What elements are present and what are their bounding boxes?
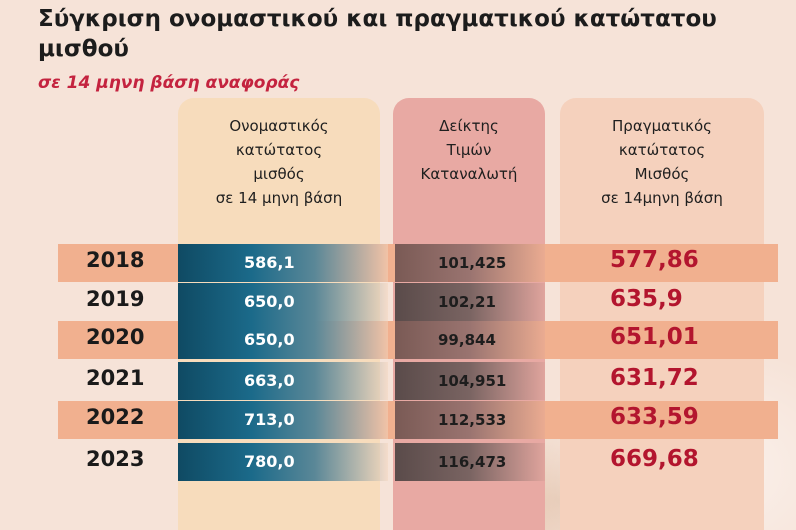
- nominal-wage-value: 663,0: [244, 371, 295, 390]
- year-label: 2018: [86, 248, 145, 272]
- cpi-cell: 99,844: [395, 321, 545, 359]
- cpi-cell: 102,21: [395, 283, 545, 321]
- nominal-wage-value: 650,0: [244, 292, 295, 311]
- cpi-value: 112,533: [438, 411, 507, 429]
- cpi-cell: 104,951: [395, 362, 545, 400]
- cpi-value: 101,425: [438, 254, 507, 272]
- nominal-wage-value: 586,1: [244, 253, 295, 272]
- cpi-cell: 101,425: [395, 244, 545, 282]
- nominal-wage-cell: 650,0: [178, 321, 388, 359]
- table-row: 2019 650,0 102,21 635,9: [58, 283, 778, 321]
- header-consumer-price-index: Δείκτης Τιμών Καταναλωτή: [420, 117, 518, 183]
- nominal-wage-cell: 780,0: [178, 443, 388, 481]
- real-column-background: [560, 98, 764, 530]
- header-real-wage: Πραγματικός κατώτατος Μισθός σε 14μηνη β…: [601, 117, 723, 207]
- real-wage-value: 635,9: [610, 286, 683, 312]
- nominal-wage-cell: 650,0: [178, 283, 388, 321]
- year-label: 2023: [86, 447, 145, 471]
- table-row: 2018 586,1 101,425 577,86: [58, 244, 778, 282]
- cpi-cell: 112,533: [395, 401, 545, 439]
- chart-subtitle: σε 14 μηνη βάση αναφοράς: [38, 73, 300, 93]
- cpi-value: 102,21: [438, 293, 496, 311]
- nominal-wage-cell: 663,0: [178, 362, 388, 400]
- table-row: 2022 713,0 112,533 633,59: [58, 401, 778, 439]
- year-label: 2022: [86, 405, 145, 429]
- real-wage-value: 633,59: [610, 404, 699, 430]
- table-row: 2023 780,0 116,473 669,68: [58, 443, 778, 481]
- nominal-wage-cell: 713,0: [178, 401, 388, 439]
- real-wage-value: 669,68: [610, 446, 699, 472]
- cpi-value: 99,844: [438, 331, 496, 349]
- cpi-cell: 116,473: [395, 443, 545, 481]
- nominal-wage-value: 713,0: [244, 410, 295, 429]
- cpi-value: 116,473: [438, 453, 507, 471]
- year-label: 2020: [86, 325, 145, 349]
- table-row: 2020 650,0 99,844 651,01: [58, 321, 778, 359]
- real-wage-value: 631,72: [610, 365, 699, 391]
- year-label: 2019: [86, 287, 145, 311]
- year-label: 2021: [86, 366, 145, 390]
- table-row: 2021 663,0 104,951 631,72: [58, 362, 778, 400]
- header-nominal-wage: Ονομαστικός κατώτατος μισθός σε 14 μηνη …: [215, 117, 343, 207]
- chart-title: Σύγκριση ονομαστικού και πραγματικού κατ…: [38, 6, 717, 62]
- nominal-wage-value: 780,0: [244, 452, 295, 471]
- cpi-value: 104,951: [438, 372, 507, 390]
- real-wage-value: 577,86: [610, 247, 699, 273]
- nominal-wage-cell: 586,1: [178, 244, 388, 282]
- nominal-wage-value: 650,0: [244, 330, 295, 349]
- real-wage-value: 651,01: [610, 324, 699, 350]
